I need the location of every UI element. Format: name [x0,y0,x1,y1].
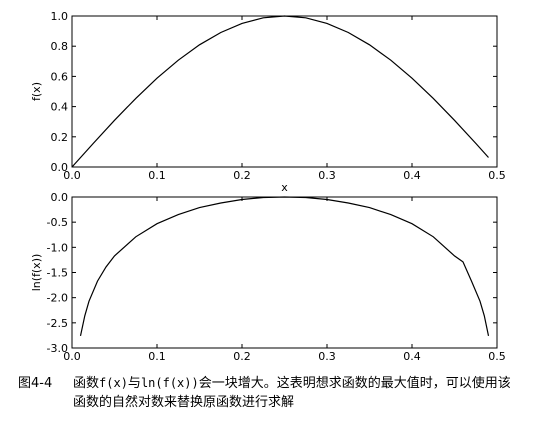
x-tick-label: 0.2 [233,350,251,363]
x-tick-label: 0.1 [148,169,166,182]
y-tick-label: -2.0 [47,292,68,305]
figure-caption: 图4-4 函数f(x)与ln(f(x))会一块增大。这表明想求函数的最大值时，可以… [18,374,528,412]
caption-figure-number: 图4-4 [18,376,53,391]
x-tick-label: 0.5 [488,169,506,182]
caption-code-lnfx: ln(f(x)) [140,376,199,390]
caption-text-2: 与 [127,376,141,391]
plot-frame [71,196,498,349]
y-tick-label: 0.4 [51,101,69,114]
caption-line-2: 函数的自然对数来替换原函数进行求解 [73,395,295,410]
y-tick-label: -1.0 [47,241,68,254]
caption-text-1: 函数 [73,376,100,391]
x-tick-label: 0.3 [318,169,336,182]
figure: 0.0 0.1 0.2 0.3 0.4 0.5 0.0 0.2 0.4 0.6 0.8 1.0 x f(x… [30,10,506,363]
y-tick-label: -3.0 [47,342,68,355]
y-axis-label: ln(f(x)) [30,254,43,292]
y-tick-label: 0.6 [51,70,69,83]
y-tick-label: 0.0 [51,191,69,204]
x-tick-label: 0.3 [318,350,336,363]
x-axis-label: x [281,181,288,194]
chart-top: 0.0 0.1 0.2 0.3 0.4 0.5 0.0 0.2 0.4 0.6 0.8 1.0 x f(x… [30,10,506,194]
y-tick-label: 0.2 [51,131,69,144]
y-tick-label: 0.0 [51,161,69,174]
y-tick-label: -0.5 [47,216,68,229]
plot-frame [71,15,498,168]
y-tick-label: -1.5 [47,267,68,280]
y-tick-label: -2.5 [47,317,68,330]
x-tick-label: 0.5 [488,350,506,363]
x-tick-label: 0.4 [403,169,421,182]
x-tick-label: 0.0 [63,169,81,182]
x-tick-label: 0.0 [63,350,81,363]
y-tick-label: 1.0 [51,10,69,23]
caption-text-3: 会一块增大。这表明想求函数的最大值时，可以使用该 [198,376,511,391]
caption-code-fx: f(x) [99,376,128,390]
x-tick-label: 0.2 [233,169,251,182]
y-axis-label: f(x) [30,82,43,101]
chart-bottom: 0.0 0.1 0.2 0.3 0.4 0.5 0.0 -0.5 -1.0 -1.5 -2.0 -2.… [30,191,506,363]
y-tick-label: 0.8 [51,40,69,53]
series-line [71,15,489,168]
x-tick-label: 0.1 [148,350,166,363]
x-tick-label: 0.4 [403,350,421,363]
series-line [79,196,490,337]
